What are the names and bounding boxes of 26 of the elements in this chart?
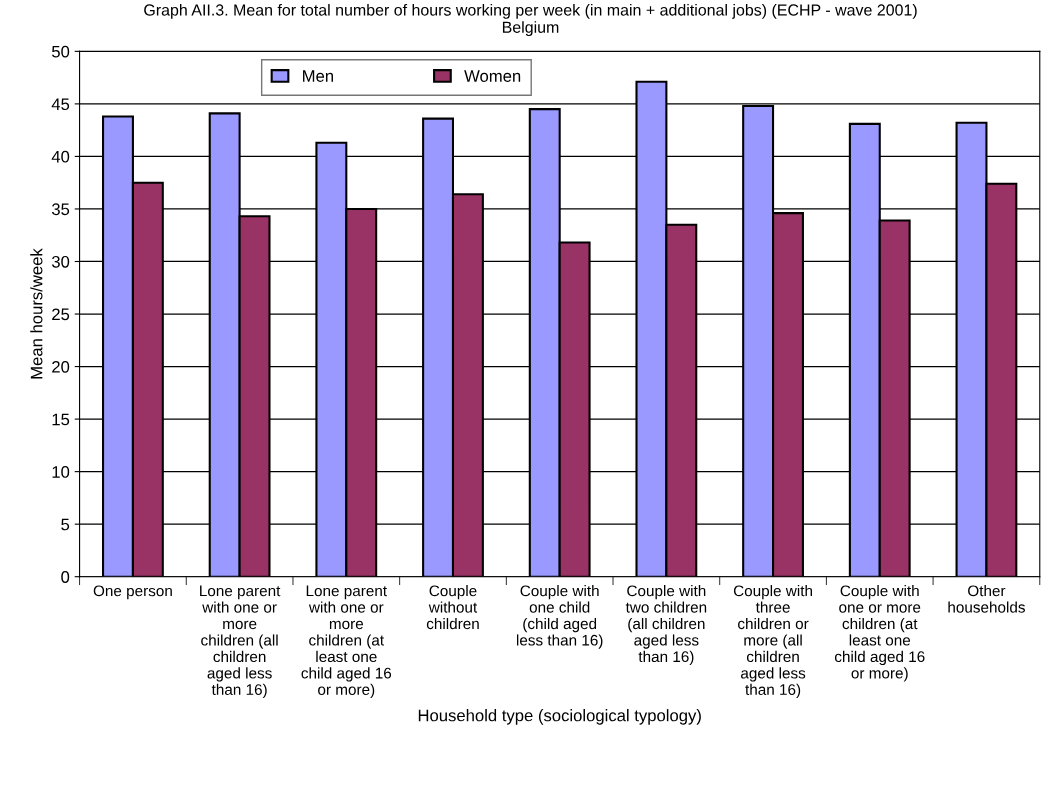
x-tick-label: Couple with one or more children (at least one child aged 16 or more)	[834, 585, 925, 682]
x-axis-title: Household type (sociological typology)	[418, 709, 701, 725]
x-tick-label: Lone parent with one or more children (at least one child aged 16 or more)	[301, 585, 392, 698]
x-tick-label: Couple with three children or more (all children aged less than 16)	[733, 585, 812, 698]
chart-subtitle: Belgium	[502, 21, 559, 37]
x-tick-label: Couple with two children (all children aged less than 16)	[625, 585, 707, 666]
y-tick-label: 5	[61, 518, 70, 531]
x-tick-label: Couple without children	[426, 585, 479, 630]
y-tick-label: 15	[52, 413, 70, 426]
x-tick-label: One person	[93, 585, 172, 600]
chart-title: Graph AII.3. Mean for total number of hours working per week (in main + additional jobs) (ECHP - wave 2001)	[144, 3, 917, 19]
legend-label: Women	[464, 70, 521, 82]
y-tick-label: 30	[51, 255, 70, 268]
y-tick-label: 40	[51, 150, 70, 163]
y-axis-title: Mean hours/week	[30, 248, 43, 379]
y-tick-label: 0	[61, 571, 70, 583]
y-tick-label: 50	[51, 45, 70, 58]
x-tick-label: Couple with one child (child aged less than 16)	[516, 585, 603, 649]
y-tick-label: 45	[51, 98, 70, 111]
x-tick-label: Lone parent with one or more children (all children aged less than 16)	[200, 585, 281, 698]
y-tick-label: 20	[52, 360, 70, 373]
y-tick-label: 25	[52, 308, 70, 321]
legend-label: Men	[303, 70, 334, 82]
y-tick-label: 35	[51, 203, 70, 216]
x-tick-label: Other households	[948, 585, 1025, 613]
y-tick-label: 10	[52, 466, 70, 478]
